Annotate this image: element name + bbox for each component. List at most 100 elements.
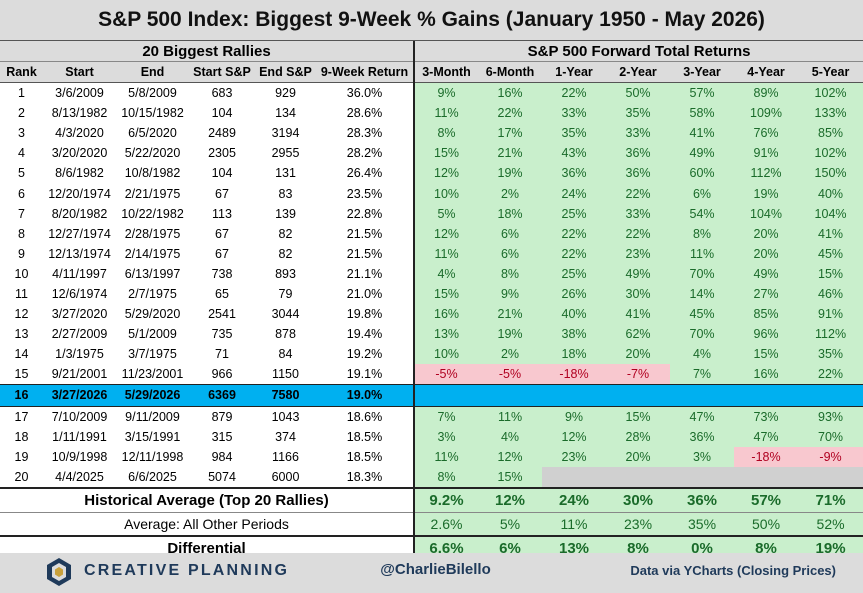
table-row: 7 8/20/1982 10/22/1982 113 139 22.8% 5% 18% 25% 3… bbox=[0, 203, 863, 224]
forward-return-cell: 40% bbox=[798, 183, 863, 204]
start-sp-cell: 315 bbox=[211, 429, 233, 444]
forward-return-cell: 8% bbox=[478, 263, 543, 284]
forward-return-cell: 133% bbox=[798, 103, 863, 124]
forward-return-cell: 15% bbox=[798, 263, 863, 284]
forward-return-cell: 109% bbox=[734, 103, 799, 124]
start-date-cell: 12/27/1974 bbox=[48, 226, 111, 241]
forward-return-cell: 10% bbox=[413, 183, 479, 204]
other-periods-average-6-month: 5% bbox=[478, 511, 543, 537]
forward-return-cell: 112% bbox=[734, 163, 799, 184]
end-sp-cell: 929 bbox=[275, 86, 296, 101]
start-sp-cell: 966 bbox=[211, 367, 233, 382]
rank-cell: 2 bbox=[18, 106, 25, 121]
end-sp-cell: 374 bbox=[275, 429, 296, 444]
end-sp-cell: 82 bbox=[278, 246, 293, 261]
forward-return-cell: 33% bbox=[606, 123, 671, 144]
forward-return-cell bbox=[734, 384, 799, 407]
end-date-cell: 2/21/1975 bbox=[124, 186, 181, 201]
forward-return-cell: 70% bbox=[670, 324, 735, 345]
other-periods-average-label: Average: All Other Periods bbox=[0, 511, 415, 537]
forward-return-cell: 35% bbox=[606, 103, 671, 124]
end-sp-cell: 83 bbox=[278, 186, 293, 201]
table-row: 17 7/10/2009 9/11/2009 879 1043 18.6% 7% 11% 9% 1… bbox=[0, 406, 863, 427]
rank-cell: 17 bbox=[14, 409, 29, 424]
forward-return-cell: 50% bbox=[606, 82, 671, 104]
start-sp-cell: 984 bbox=[211, 449, 233, 464]
start-date-cell: 2/27/2009 bbox=[51, 327, 108, 342]
column-header: 1-Year bbox=[542, 61, 607, 83]
forward-return-cell: 2% bbox=[478, 183, 543, 204]
end-date-cell: 6/13/1997 bbox=[124, 266, 181, 281]
forward-return-cell: 30% bbox=[606, 283, 671, 305]
rank-cell: 5 bbox=[18, 166, 25, 181]
current-rally-row: 16 3/27/2026 5/29/2026 6369 7580 19.0% bbox=[0, 384, 863, 407]
table-row: 6 12/20/1974 2/21/1975 67 83 23.5% 10% 2% 24% 22%… bbox=[0, 183, 863, 204]
forward-return-cell: -5% bbox=[478, 364, 543, 385]
start-date-cell: 4/4/2025 bbox=[55, 469, 104, 484]
table-row: 10 4/11/1997 6/13/1997 738 893 21.1% 4% 8% 25% 49… bbox=[0, 263, 863, 284]
start-sp-cell: 2305 bbox=[208, 146, 236, 161]
table-row: 12 3/27/2020 5/29/2020 2541 3044 19.8% 16% 21% 4… bbox=[0, 304, 863, 325]
forward-return-cell: 25% bbox=[542, 263, 607, 284]
forward-return-cell: 43% bbox=[542, 143, 607, 164]
forward-return-cell: 49% bbox=[670, 143, 735, 164]
column-header: 3-Year bbox=[670, 61, 735, 83]
start-sp-cell: 683 bbox=[211, 86, 233, 101]
forward-return-cell: 6% bbox=[478, 243, 543, 264]
forward-return-cell: 36% bbox=[542, 163, 607, 184]
nine-week-return-cell: 28.2% bbox=[346, 146, 383, 161]
historical-average-6-month: 12% bbox=[478, 486, 543, 513]
forward-return-cell bbox=[798, 466, 863, 488]
rank-cell: 20 bbox=[14, 469, 29, 484]
forward-return-cell: 104% bbox=[798, 203, 863, 224]
nine-week-return-cell: 19.4% bbox=[346, 327, 383, 342]
forward-return-cell: 112% bbox=[798, 324, 863, 345]
start-sp-cell: 67 bbox=[215, 226, 229, 241]
start-date-cell: 9/21/2001 bbox=[51, 367, 108, 382]
forward-return-cell: 26% bbox=[542, 283, 607, 305]
nine-week-return-cell: 26.4% bbox=[346, 166, 383, 181]
forward-return-cell: 19% bbox=[478, 324, 543, 345]
author-handle[interactable]: @CharlieBilello bbox=[380, 561, 491, 578]
column-header: 4-Year bbox=[734, 61, 799, 83]
forward-return-cell: 22% bbox=[542, 82, 607, 104]
other-periods-average-row: Average: All Other Periods 2.6% 5% 11% 2… bbox=[0, 511, 863, 537]
forward-return-cell: -9% bbox=[798, 446, 863, 467]
forward-return-cell: 4% bbox=[478, 426, 543, 447]
rank-cell: 4 bbox=[18, 146, 25, 161]
start-date-cell: 4/3/2020 bbox=[55, 126, 104, 141]
historical-average-4-year: 57% bbox=[734, 486, 799, 513]
table-row: 14 1/3/1975 3/7/1975 71 84 19.2% 10% 2% 18% 20% 4%… bbox=[0, 344, 863, 365]
forward-return-cell: 36% bbox=[606, 143, 671, 164]
table-row: 20 4/4/2025 6/6/2025 5074 6000 18.3% 8% 15% bbox=[0, 466, 863, 488]
start-date-cell: 3/20/2020 bbox=[51, 146, 108, 161]
table-row: 13 2/27/2009 5/1/2009 735 878 19.4% 13% 19% 38% 6… bbox=[0, 324, 863, 345]
forward-return-cell: 91% bbox=[734, 143, 799, 164]
forward-return-cell: 46% bbox=[798, 283, 863, 305]
forward-return-cell: 22% bbox=[606, 183, 671, 204]
end-sp-cell: 2955 bbox=[271, 146, 300, 161]
forward-return-cell bbox=[606, 466, 671, 488]
forward-return-cell: 28% bbox=[606, 426, 671, 447]
end-sp-cell: 1150 bbox=[272, 367, 299, 382]
nine-week-return-cell: 18.5% bbox=[346, 429, 383, 444]
other-periods-average-5-year: 52% bbox=[798, 511, 863, 537]
start-date-cell: 10/9/1998 bbox=[51, 449, 108, 464]
forward-return-cell: 20% bbox=[606, 344, 671, 365]
forward-return-cell: 57% bbox=[670, 82, 735, 104]
rallies-table: 20 Biggest Rallies S&P 500 Forward Total… bbox=[0, 41, 863, 562]
rank-cell: 10 bbox=[14, 266, 29, 281]
start-date-cell: 3/6/2009 bbox=[55, 86, 104, 101]
end-date-cell: 6/6/2025 bbox=[128, 469, 177, 484]
start-date-cell: 12/13/1974 bbox=[48, 246, 111, 261]
end-date-cell: 3/7/1975 bbox=[128, 347, 177, 362]
forward-return-cell bbox=[542, 466, 607, 488]
forward-return-cell: 102% bbox=[798, 82, 863, 104]
historical-average-3-year: 36% bbox=[670, 486, 735, 513]
forward-return-cell: 17% bbox=[478, 123, 543, 144]
table-row: 2 8/13/1982 10/15/1982 104 134 28.6% 11% 22% 33%… bbox=[0, 103, 863, 124]
nine-week-return-cell: 23.5% bbox=[346, 186, 383, 201]
group-header-row: 20 Biggest Rallies S&P 500 Forward Total… bbox=[0, 41, 863, 62]
historical-average-5-year: 71% bbox=[798, 486, 863, 513]
forward-return-cell: -18% bbox=[542, 364, 607, 385]
